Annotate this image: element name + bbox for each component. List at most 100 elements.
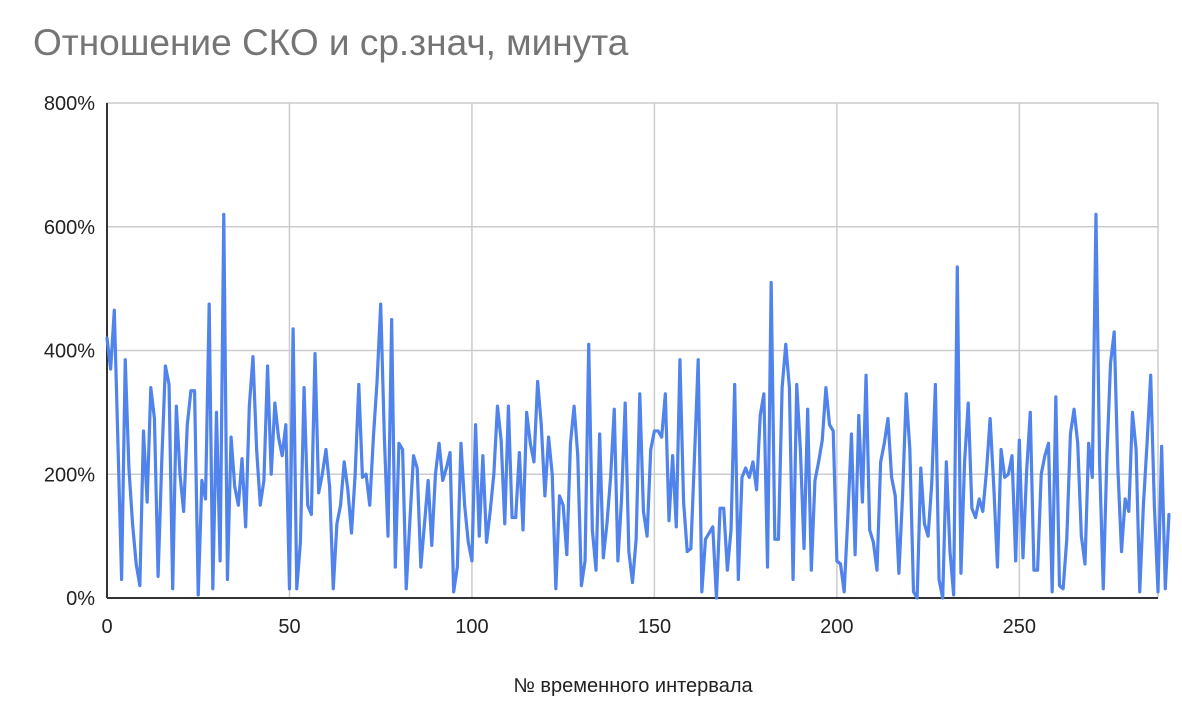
data-point (689, 547, 693, 550)
data-point (974, 516, 977, 519)
data-point (660, 435, 664, 439)
data-point (864, 373, 868, 377)
data-point (1083, 562, 1087, 566)
data-point (167, 383, 171, 386)
data-point (273, 401, 277, 405)
data-point (353, 472, 357, 476)
data-point (780, 386, 784, 390)
data-point (339, 503, 342, 507)
data-point (244, 525, 248, 529)
data-point (1043, 454, 1047, 458)
data-point (704, 537, 707, 541)
data-point (229, 435, 233, 439)
data-point (423, 522, 426, 526)
data-point (185, 423, 189, 427)
data-point (543, 494, 547, 498)
data-point (222, 212, 226, 216)
data-point (204, 497, 207, 501)
data-point (944, 460, 948, 464)
chart-title: Отношение СКО и ср.знач, минута (33, 22, 629, 63)
data-point (258, 503, 262, 507)
data-point (700, 590, 704, 594)
data-point (751, 460, 755, 464)
data-point (634, 537, 638, 541)
x-tick-label: 150 (638, 616, 671, 638)
data-point (1134, 448, 1138, 451)
data-point (437, 441, 441, 445)
data-point (959, 571, 963, 575)
data-point (915, 596, 919, 600)
data-point (393, 565, 397, 569)
data-point (802, 547, 806, 550)
data-point (744, 466, 748, 470)
data-point (463, 503, 467, 507)
data-point (674, 525, 678, 529)
x-axis-title: № временного интервала (513, 675, 753, 697)
data-point (820, 438, 824, 442)
data-point (758, 414, 762, 417)
x-tick-label: 50 (278, 616, 300, 638)
data-point (1014, 559, 1018, 563)
data-point (1039, 472, 1043, 476)
data-point (153, 417, 156, 420)
data-point (601, 556, 605, 560)
data-point (1021, 556, 1025, 560)
data-point (912, 590, 915, 594)
data-point (1076, 441, 1080, 445)
data-point (547, 435, 550, 439)
data-point (1058, 584, 1061, 588)
data-point (652, 429, 656, 433)
data-point (459, 441, 463, 445)
data-point (1061, 587, 1065, 591)
data-point (977, 497, 981, 501)
data-point (120, 578, 123, 581)
data-point (470, 559, 474, 563)
data-point (623, 401, 627, 405)
data-point (116, 441, 120, 445)
data-point (1003, 475, 1007, 479)
data-point (871, 540, 875, 544)
data-point (678, 358, 682, 362)
data-point (649, 448, 653, 451)
data-point (426, 479, 430, 482)
data-point (211, 587, 215, 591)
data-point (711, 525, 715, 529)
data-point (707, 531, 711, 535)
data-point (112, 308, 116, 312)
data-point (1094, 212, 1098, 216)
data-point (685, 550, 689, 553)
data-point (280, 454, 284, 458)
data-point (193, 389, 196, 393)
data-point (324, 448, 328, 451)
data-point (539, 423, 543, 427)
data-point (382, 435, 386, 439)
data-point (893, 494, 897, 498)
data-point (255, 448, 259, 451)
x-tick-labels: 0 50 100 150 200 250 (101, 616, 1036, 638)
data-point (171, 587, 175, 591)
data-point (773, 537, 777, 541)
data-point (109, 367, 113, 371)
data-point (1010, 454, 1014, 458)
data-point (196, 593, 200, 597)
data-point (1109, 361, 1112, 365)
data-point (966, 401, 970, 405)
data-point (105, 336, 109, 340)
data-point (215, 410, 218, 414)
data-point (200, 479, 204, 482)
data-point (1006, 472, 1010, 476)
data-point (813, 479, 817, 482)
data-point (897, 571, 901, 575)
data-point (368, 503, 372, 507)
data-point (160, 460, 164, 464)
data-point (996, 565, 999, 569)
data-point (390, 318, 394, 321)
data-point (299, 540, 302, 544)
data-point (1152, 503, 1156, 507)
data-point (386, 534, 390, 538)
data-point (207, 302, 211, 306)
data-point (441, 479, 445, 482)
data-point (809, 568, 813, 572)
grid-lines (107, 102, 1159, 598)
data-point (404, 587, 408, 591)
